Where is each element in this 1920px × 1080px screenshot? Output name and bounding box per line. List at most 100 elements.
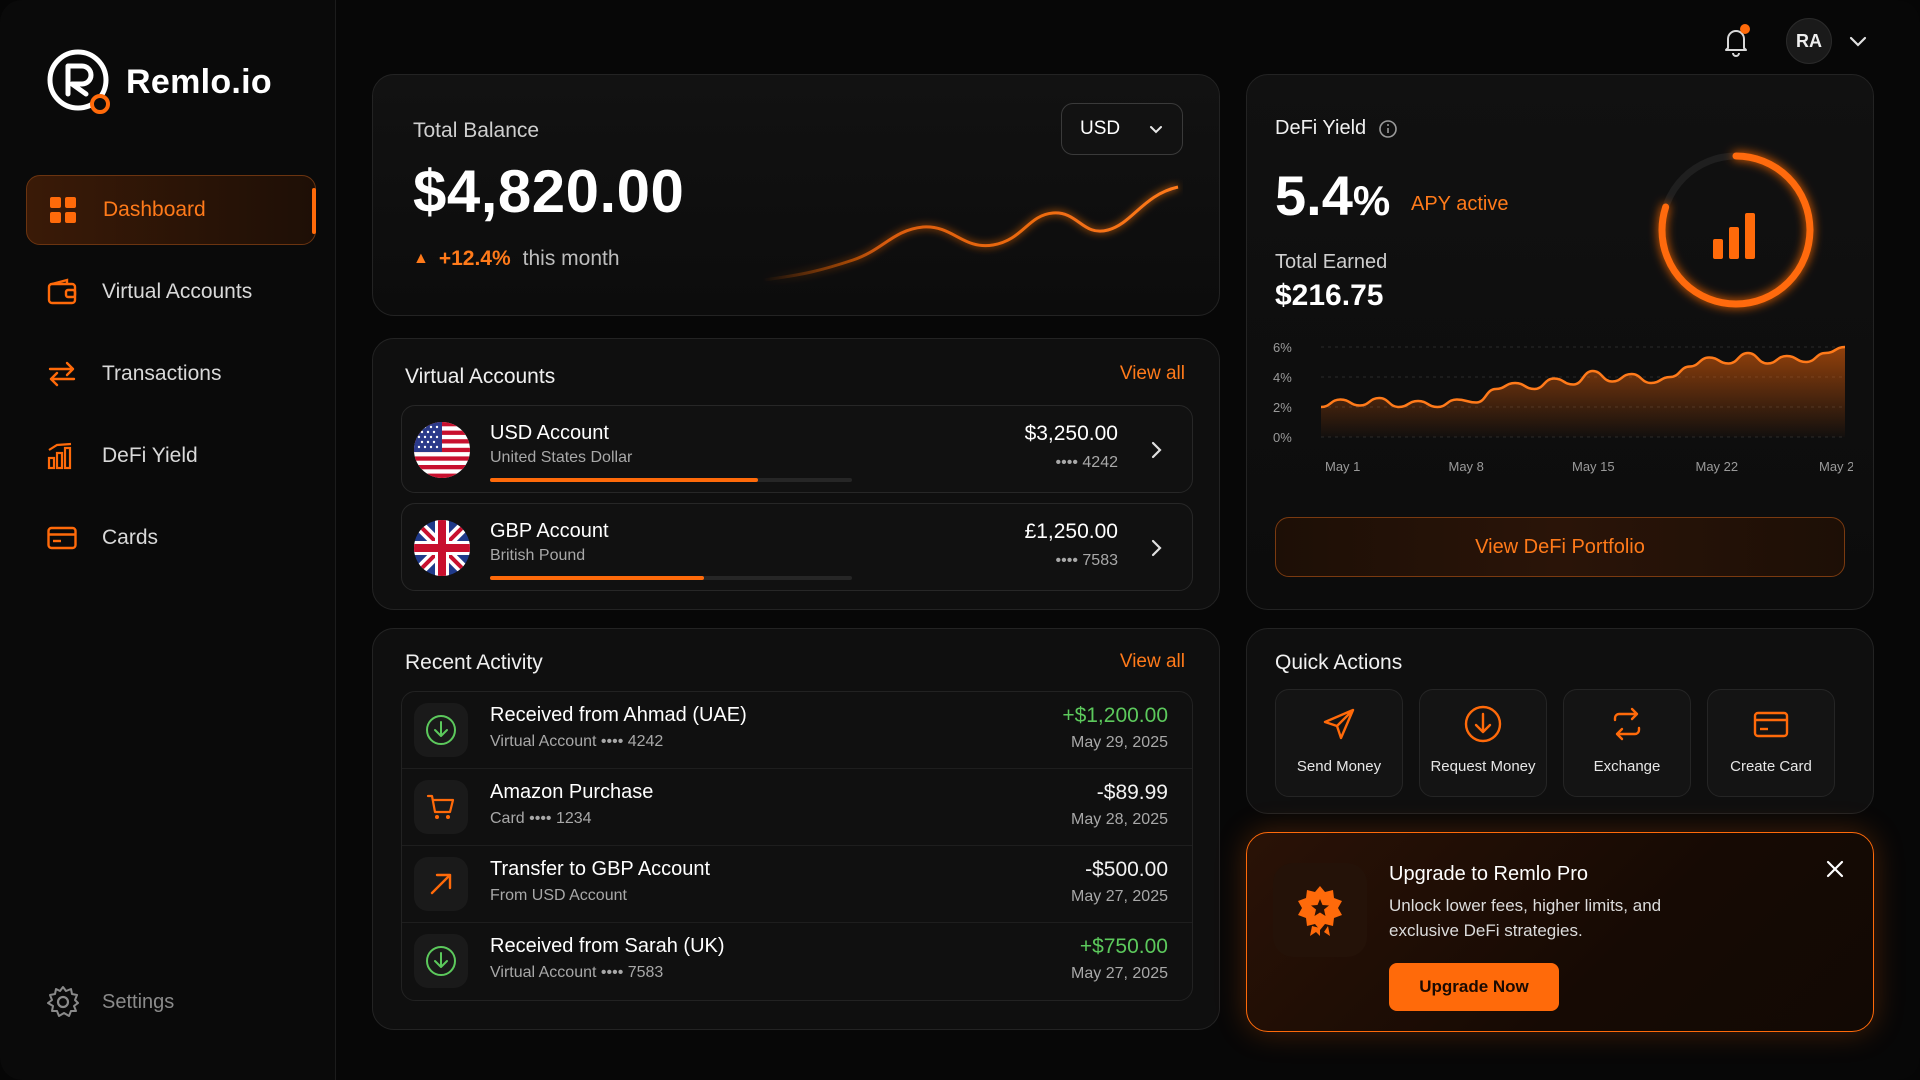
x-tick-label: May 1 — [1325, 459, 1360, 474]
download-circle-icon — [414, 703, 468, 757]
apy-value: 5.4% — [1275, 163, 1390, 228]
balance-amount: $4,820.00 — [413, 158, 685, 225]
sidebar-item-label: DeFi Yield — [102, 444, 198, 467]
activity-subtitle: Virtual Account •••• 4242 — [490, 733, 664, 750]
currency-value: USD — [1080, 118, 1121, 139]
chevron-down-icon[interactable] — [1846, 29, 1870, 53]
account-progress-fill — [490, 576, 704, 580]
activity-date: May 29, 2025 — [1071, 734, 1168, 751]
y-tick-label: 0% — [1273, 430, 1292, 445]
bar-chart-icon — [1713, 213, 1755, 259]
request-money-button[interactable]: Request Money — [1419, 689, 1547, 797]
topbar: RA — [1716, 18, 1870, 64]
activity-title: Received from Sarah (UK) — [490, 935, 725, 957]
exchange-button[interactable]: Exchange — [1563, 689, 1691, 797]
award-badge-icon — [1298, 886, 1342, 936]
activity-row[interactable]: Amazon Purchase Card •••• 1234 -$89.99 M… — [402, 769, 1192, 846]
chevron-right-icon — [1151, 539, 1162, 557]
recent-activity-view-all-link[interactable]: View all — [1119, 651, 1185, 672]
gear-icon — [46, 985, 80, 1019]
apy-number: 5.4 — [1275, 164, 1353, 227]
account-number: •••• 7583 — [1055, 552, 1118, 569]
quick-action-label: Send Money — [1296, 758, 1382, 775]
activity-title: Transfer to GBP Account — [490, 858, 711, 880]
account-row-gbp[interactable]: GBP Account British Pound £1,250.00 ••••… — [401, 503, 1193, 591]
bell-icon — [1725, 30, 1747, 57]
activity-row[interactable]: Received from Ahmad (UAE) Virtual Accoun… — [402, 692, 1192, 769]
activity-subtitle: Card •••• 1234 — [490, 810, 592, 827]
activity-row[interactable]: Transfer to GBP Account From USD Account… — [402, 846, 1192, 923]
us-flag-icon — [414, 422, 470, 478]
balance-change: ▲ +12.4% this month — [413, 247, 620, 271]
x-tick-label: May 8 — [1449, 459, 1484, 474]
info-icon[interactable] — [1378, 119, 1398, 139]
sidebar: Remlo.io Dashboard Virtual Accounts Tran… — [0, 0, 336, 1080]
send-money-button[interactable]: Send Money — [1275, 689, 1403, 797]
y-tick-label: 2% — [1273, 400, 1292, 415]
apy-label: APY active — [1411, 193, 1509, 215]
account-row-usd[interactable]: USD Account United States Dollar $3,250.… — [401, 405, 1193, 493]
arrow-up-right-icon — [414, 857, 468, 911]
upgrade-now-button[interactable]: Upgrade Now — [1389, 963, 1559, 1011]
close-icon[interactable] — [1823, 857, 1847, 881]
sidebar-item-transactions[interactable]: Transactions — [26, 339, 316, 409]
notifications-button[interactable] — [1716, 21, 1756, 61]
account-currency: British Pound — [490, 547, 586, 564]
balance-sparkline — [763, 185, 1179, 282]
sidebar-item-dashboard[interactable]: Dashboard — [26, 175, 316, 245]
virtual-accounts-view-all-link[interactable]: View all — [1119, 363, 1185, 384]
sidebar-item-label: Transactions — [102, 362, 222, 385]
send-icon — [1323, 708, 1355, 740]
account-currency: United States Dollar — [490, 449, 633, 466]
chevron-right-icon — [1151, 441, 1162, 459]
sidebar-item-label: Dashboard — [103, 198, 206, 221]
view-defi-portfolio-button[interactable]: View DeFi Portfolio — [1275, 517, 1845, 577]
settings-label: Settings — [102, 990, 175, 1013]
sidebar-item-virtual-accounts[interactable]: Virtual Accounts — [26, 257, 316, 327]
sidebar-item-defi-yield[interactable]: DeFi Yield — [26, 421, 316, 491]
yield-area-fill — [1321, 347, 1845, 437]
activity-amount: +$750.00 — [1079, 935, 1168, 958]
triangle-up-icon: ▲ — [413, 250, 429, 267]
account-progress-track — [490, 478, 852, 482]
arrows-swap-icon — [46, 358, 78, 390]
yield-series-line — [1320, 345, 1846, 409]
chevron-down-icon — [1150, 126, 1162, 134]
grid-icon — [47, 194, 79, 226]
download-circle-icon — [414, 934, 468, 988]
badge-icon-tile — [1273, 863, 1367, 957]
x-tick-label: May 15 — [1572, 459, 1615, 474]
exchange-icon — [1613, 707, 1641, 741]
recent-activity-card: Recent Activity View all Received from A… — [372, 628, 1220, 1030]
balance-label: Total Balance — [413, 119, 540, 142]
logo[interactable]: Remlo.io — [46, 48, 272, 116]
y-tick-label: 4% — [1273, 370, 1292, 385]
activity-row[interactable]: Received from Sarah (UK) Virtual Account… — [402, 923, 1192, 1000]
sidebar-item-label: Virtual Accounts — [102, 280, 253, 303]
sidebar-nav: Dashboard Virtual Accounts Transactions … — [26, 175, 316, 585]
avatar[interactable]: RA — [1786, 18, 1832, 64]
bar-chart-icon — [46, 440, 78, 472]
currency-select[interactable]: USD — [1061, 103, 1183, 155]
x-tick-label: May 22 — [1696, 459, 1739, 474]
sidebar-item-cards[interactable]: Cards — [26, 503, 316, 573]
account-number: •••• 4242 — [1055, 454, 1118, 471]
account-balance: £1,250.00 — [1024, 520, 1118, 543]
card-icon — [1753, 711, 1789, 738]
activity-date: May 27, 2025 — [1071, 965, 1168, 982]
quick-action-label: Exchange — [1593, 758, 1661, 775]
yield-ring-arc — [1658, 152, 1814, 308]
sidebar-item-label: Cards — [102, 526, 159, 549]
account-progress-fill — [490, 478, 758, 482]
yield-area-chart: 6% 4% 2% 0% May 1 May 8 May 15 May 22 May 29 — [1273, 340, 1853, 474]
upgrade-description: Unlock lower fees, higher limits, and ex… — [1389, 896, 1662, 940]
total-earned-value: $216.75 — [1275, 279, 1384, 312]
cart-icon — [414, 780, 468, 834]
download-circle-icon — [1464, 705, 1502, 743]
remlo-logo-icon — [46, 48, 114, 116]
virtual-accounts-card: Virtual Accounts View all USD Account Un… — [372, 338, 1220, 610]
upgrade-banner: Upgrade to Remlo Pro Unlock lower fees, … — [1246, 832, 1874, 1032]
create-card-button[interactable]: Create Card — [1707, 689, 1835, 797]
sidebar-item-settings[interactable]: Settings — [46, 985, 174, 1019]
